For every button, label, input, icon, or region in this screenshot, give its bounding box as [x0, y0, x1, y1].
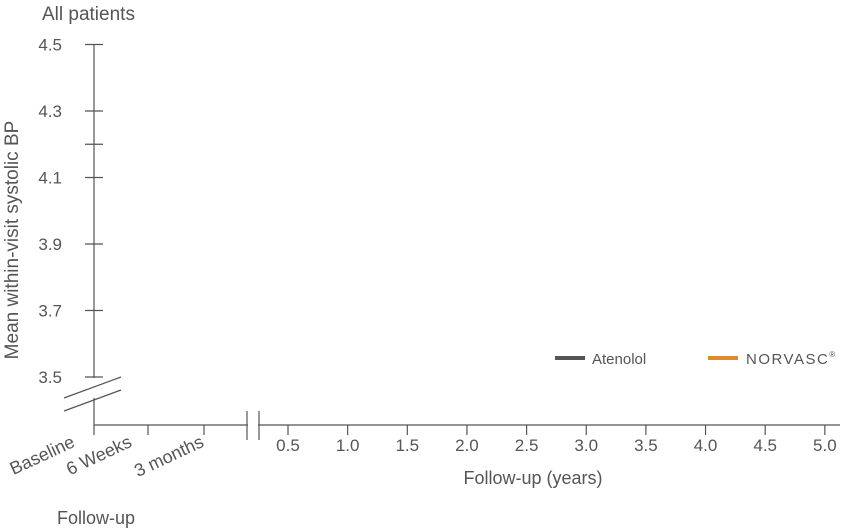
legend-label-0: Atenolol: [592, 351, 646, 368]
x-axis-label: Follow-up (years): [463, 468, 602, 488]
y-axis-break-mark: [63, 376, 122, 399]
y-tick-label: 4.5: [38, 36, 62, 55]
y-axis: 3.5 3.7 3.9 4.1 4.3 4.5: [38, 36, 122, 425]
y-tick-label: 3.9: [38, 235, 62, 254]
early-group-label: Follow-up: [57, 508, 135, 528]
x-tick-label: 4.5: [753, 436, 777, 455]
legend: Atenolol NORVASC®: [555, 350, 837, 368]
y-axis-label: Mean within-visit systolic BP: [2, 121, 23, 360]
x-category-label: 6 Weeks: [63, 431, 135, 479]
x-category-label: 3 months: [131, 431, 207, 480]
x-tick-label: 2.5: [515, 436, 539, 455]
y-tick-label: 4.1: [38, 169, 62, 188]
x-tick-label: 0.5: [276, 436, 300, 455]
chart-title: All patients: [42, 4, 135, 25]
x-tick-label: 5.0: [813, 436, 837, 455]
x-tick-label: 3.5: [634, 436, 658, 455]
x-tick-label: 2.0: [455, 436, 479, 455]
y-tick-label: 3.7: [38, 302, 62, 321]
x-tick-label: 1.5: [395, 436, 419, 455]
legend-label-mark: ®: [829, 350, 836, 359]
y-tick-label: 3.5: [38, 368, 62, 387]
y-axis-break-mark: [63, 389, 122, 412]
x-tick-label: 1.0: [336, 436, 360, 455]
y-tick-label: 4.3: [38, 102, 62, 121]
x-tick-label: 4.0: [694, 436, 718, 455]
legend-label-1: NORVASC®: [746, 350, 837, 368]
x-tick-label: 3.0: [574, 436, 598, 455]
